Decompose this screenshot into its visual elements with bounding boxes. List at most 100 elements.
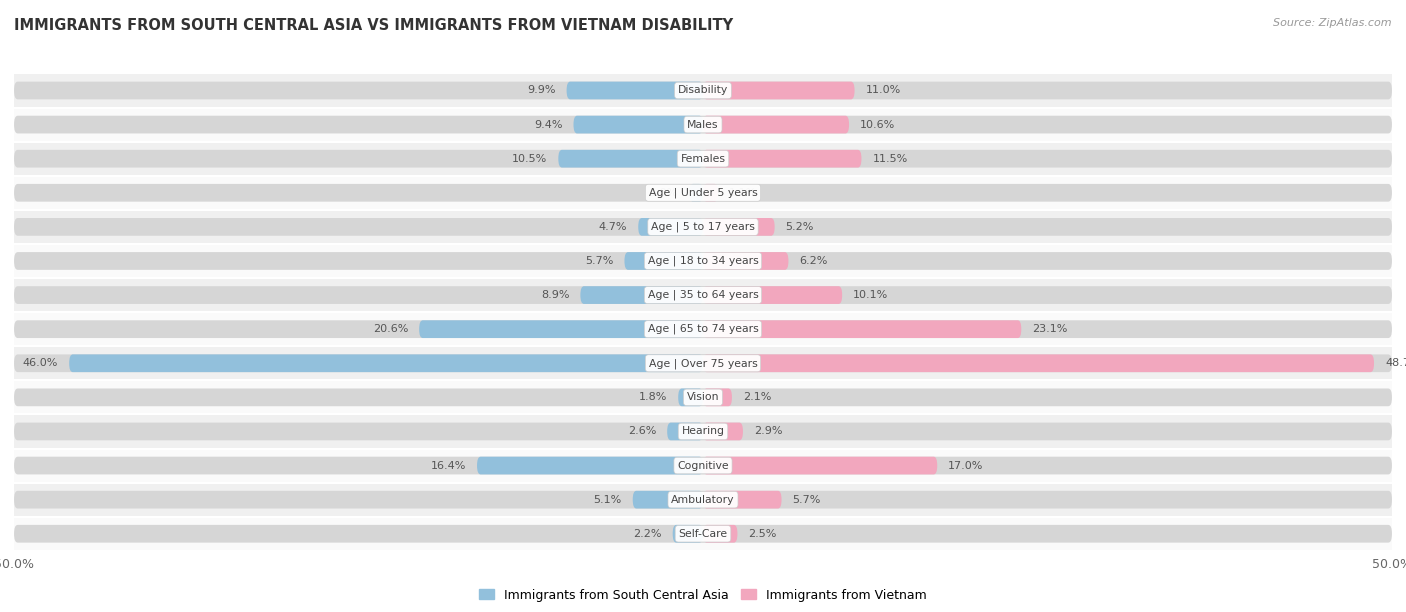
FancyBboxPatch shape [558, 150, 703, 168]
FancyBboxPatch shape [14, 457, 1392, 474]
Text: 11.0%: 11.0% [866, 86, 901, 95]
Text: 20.6%: 20.6% [373, 324, 408, 334]
Text: Cognitive: Cognitive [678, 461, 728, 471]
FancyBboxPatch shape [14, 176, 1392, 210]
FancyBboxPatch shape [14, 320, 1392, 338]
FancyBboxPatch shape [703, 252, 789, 270]
FancyBboxPatch shape [419, 320, 703, 338]
Text: 5.1%: 5.1% [593, 494, 621, 505]
FancyBboxPatch shape [703, 457, 938, 474]
FancyBboxPatch shape [14, 141, 1392, 176]
Text: Age | 18 to 34 years: Age | 18 to 34 years [648, 256, 758, 266]
FancyBboxPatch shape [14, 73, 1392, 108]
FancyBboxPatch shape [14, 389, 1392, 406]
FancyBboxPatch shape [703, 184, 718, 201]
FancyBboxPatch shape [703, 525, 738, 543]
Text: 6.2%: 6.2% [800, 256, 828, 266]
Text: 10.1%: 10.1% [853, 290, 889, 300]
Text: 1.0%: 1.0% [650, 188, 678, 198]
FancyBboxPatch shape [14, 218, 1392, 236]
FancyBboxPatch shape [14, 184, 1392, 201]
Text: 2.2%: 2.2% [633, 529, 662, 539]
Text: 8.9%: 8.9% [541, 290, 569, 300]
Text: 48.7%: 48.7% [1385, 358, 1406, 368]
Text: Ambulatory: Ambulatory [671, 494, 735, 505]
Text: 11.5%: 11.5% [873, 154, 908, 163]
Text: Age | 65 to 74 years: Age | 65 to 74 years [648, 324, 758, 334]
FancyBboxPatch shape [703, 218, 775, 236]
FancyBboxPatch shape [14, 525, 1392, 543]
Text: 10.5%: 10.5% [512, 154, 547, 163]
FancyBboxPatch shape [14, 346, 1392, 380]
Text: Age | 5 to 17 years: Age | 5 to 17 years [651, 222, 755, 232]
Text: 5.2%: 5.2% [786, 222, 814, 232]
FancyBboxPatch shape [14, 116, 1392, 133]
FancyBboxPatch shape [689, 184, 703, 201]
FancyBboxPatch shape [69, 354, 703, 372]
Text: Vision: Vision [686, 392, 720, 402]
FancyBboxPatch shape [567, 81, 703, 99]
Text: Age | 35 to 64 years: Age | 35 to 64 years [648, 290, 758, 300]
Text: 9.4%: 9.4% [534, 119, 562, 130]
Text: 16.4%: 16.4% [430, 461, 465, 471]
FancyBboxPatch shape [678, 389, 703, 406]
Text: 46.0%: 46.0% [22, 358, 58, 368]
FancyBboxPatch shape [14, 449, 1392, 483]
FancyBboxPatch shape [703, 320, 1021, 338]
FancyBboxPatch shape [14, 286, 1392, 304]
FancyBboxPatch shape [14, 150, 1392, 168]
FancyBboxPatch shape [14, 108, 1392, 141]
FancyBboxPatch shape [14, 517, 1392, 551]
FancyBboxPatch shape [14, 380, 1392, 414]
FancyBboxPatch shape [14, 278, 1392, 312]
FancyBboxPatch shape [14, 252, 1392, 270]
FancyBboxPatch shape [14, 414, 1392, 449]
FancyBboxPatch shape [624, 252, 703, 270]
Text: 2.6%: 2.6% [627, 427, 657, 436]
Text: 17.0%: 17.0% [948, 461, 984, 471]
Text: Self-Care: Self-Care [679, 529, 727, 539]
FancyBboxPatch shape [14, 491, 1392, 509]
FancyBboxPatch shape [14, 210, 1392, 244]
FancyBboxPatch shape [14, 81, 1392, 99]
FancyBboxPatch shape [703, 491, 782, 509]
Text: 5.7%: 5.7% [585, 256, 613, 266]
FancyBboxPatch shape [633, 491, 703, 509]
FancyBboxPatch shape [14, 354, 1392, 372]
Text: Hearing: Hearing [682, 427, 724, 436]
FancyBboxPatch shape [703, 150, 862, 168]
FancyBboxPatch shape [638, 218, 703, 236]
FancyBboxPatch shape [14, 312, 1392, 346]
Text: 1.8%: 1.8% [638, 392, 668, 402]
FancyBboxPatch shape [574, 116, 703, 133]
FancyBboxPatch shape [703, 81, 855, 99]
FancyBboxPatch shape [672, 525, 703, 543]
FancyBboxPatch shape [14, 483, 1392, 517]
Text: IMMIGRANTS FROM SOUTH CENTRAL ASIA VS IMMIGRANTS FROM VIETNAM DISABILITY: IMMIGRANTS FROM SOUTH CENTRAL ASIA VS IM… [14, 18, 733, 34]
FancyBboxPatch shape [703, 286, 842, 304]
Text: 9.9%: 9.9% [527, 86, 555, 95]
Text: Age | Over 75 years: Age | Over 75 years [648, 358, 758, 368]
Text: Age | Under 5 years: Age | Under 5 years [648, 187, 758, 198]
Text: Males: Males [688, 119, 718, 130]
Text: 2.5%: 2.5% [748, 529, 778, 539]
FancyBboxPatch shape [703, 423, 742, 440]
FancyBboxPatch shape [703, 116, 849, 133]
Text: 10.6%: 10.6% [860, 119, 896, 130]
Text: 2.9%: 2.9% [754, 427, 783, 436]
Text: 23.1%: 23.1% [1032, 324, 1067, 334]
Text: Disability: Disability [678, 86, 728, 95]
Legend: Immigrants from South Central Asia, Immigrants from Vietnam: Immigrants from South Central Asia, Immi… [474, 584, 932, 606]
Text: 1.1%: 1.1% [730, 188, 758, 198]
Text: 2.1%: 2.1% [742, 392, 772, 402]
FancyBboxPatch shape [14, 244, 1392, 278]
Text: 4.7%: 4.7% [599, 222, 627, 232]
FancyBboxPatch shape [581, 286, 703, 304]
FancyBboxPatch shape [668, 423, 703, 440]
FancyBboxPatch shape [477, 457, 703, 474]
Text: Source: ZipAtlas.com: Source: ZipAtlas.com [1274, 18, 1392, 28]
Text: Females: Females [681, 154, 725, 163]
Text: 5.7%: 5.7% [793, 494, 821, 505]
FancyBboxPatch shape [703, 354, 1374, 372]
FancyBboxPatch shape [14, 423, 1392, 440]
